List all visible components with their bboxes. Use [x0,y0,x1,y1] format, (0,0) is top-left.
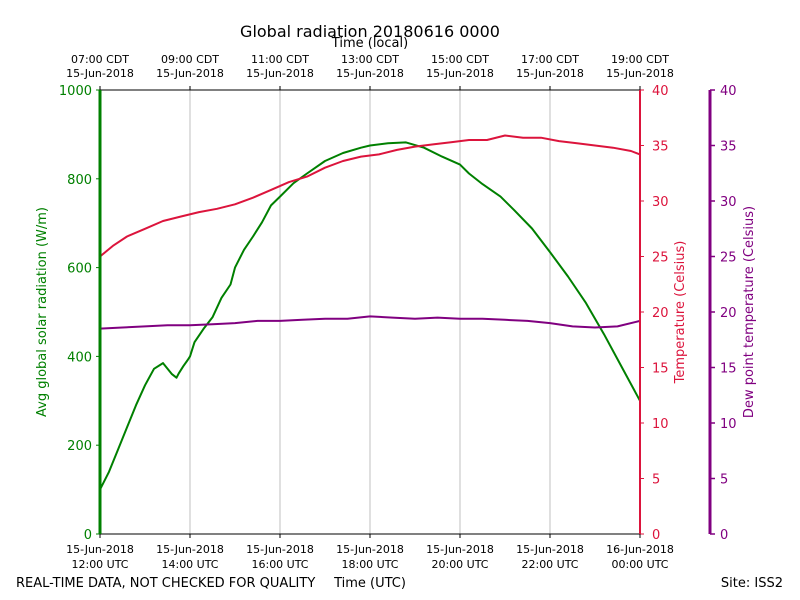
bottom-tick-time-2: 16:00 UTC [251,558,308,571]
far-right-axis-label: Dew point temperature (Celsius) [742,206,757,418]
far-right-tick-label-2: 10 [720,417,737,432]
bottom-tick-time-6: 00:00 UTC [611,558,668,571]
top-tick-time-4: 15:00 CDT [431,53,489,66]
top-tick-date-0: 15-Jun-2018 [66,67,134,80]
right-tick-label-1: 5 [652,473,660,488]
right-tick-label-5: 25 [652,251,669,266]
bottom-tick-date-4: 15-Jun-2018 [426,543,494,556]
right-tick-label-2: 10 [652,417,669,432]
bottom-tick-date-6: 16-Jun-2018 [606,543,674,556]
far-right-tick-label-5: 25 [720,251,737,266]
top-tick-time-0: 07:00 CDT [71,53,129,66]
bottom-tick-time-3: 18:00 UTC [341,558,398,571]
far-right-tick-label-7: 35 [720,140,737,155]
top-axis-label: Time (local) [331,36,408,51]
bottom-tick-date-2: 15-Jun-2018 [246,543,314,556]
quality-disclaimer: REAL-TIME DATA, NOT CHECKED FOR QUALITY [16,576,315,591]
labels-layer: Global radiation 20180616 0000 Time (loc… [16,22,783,591]
grid-layer [189,90,551,534]
right-tick-label-3: 15 [652,362,669,377]
top-tick-date-6: 15-Jun-2018 [606,67,674,80]
top-tick-time-3: 13:00 CDT [341,53,399,66]
far-right-tick-label-4: 20 [720,306,737,321]
bottom-tick-time-0: 12:00 UTC [71,558,128,571]
left-tick-label-5: 1000 [59,84,92,99]
bottom-tick-date-5: 15-Jun-2018 [516,543,584,556]
right-tick-label-7: 35 [652,140,669,155]
bottom-tick-date-3: 15-Jun-2018 [336,543,404,556]
x-axis-label: Time (UTC) [333,576,406,591]
right-axis-label: Temperature (Celsius) [673,241,688,385]
left-axis-label: Avg global solar radiation (W/m) [35,207,50,417]
left-tick-label-2: 400 [67,350,92,365]
right-tick-label-8: 40 [652,84,669,99]
far-right-tick-label-3: 15 [720,362,737,377]
right-tick-label-4: 20 [652,306,669,321]
bottom-tick-time-5: 22:00 UTC [521,558,578,571]
chart-title: Global radiation 20180616 0000 [240,22,500,41]
left-tick-label-1: 200 [67,439,92,454]
far-right-tick-label-8: 40 [720,84,737,99]
series-line-left [99,141,641,491]
bottom-tick-time-4: 20:00 UTC [431,558,488,571]
left-tick-label-3: 600 [67,262,92,277]
series-layer [99,134,641,491]
top-tick-time-1: 09:00 CDT [161,53,219,66]
top-tick-date-2: 15-Jun-2018 [246,67,314,80]
top-tick-date-3: 15-Jun-2018 [336,67,404,80]
axes-layer: 0200400600800100005101520253035400510152… [59,53,737,571]
series-line-right [99,134,641,258]
far-right-tick-label-6: 30 [720,195,737,210]
site-label: Site: ISS2 [721,576,783,591]
top-tick-time-6: 19:00 CDT [611,53,669,66]
far-right-tick-label-1: 5 [720,473,728,488]
right-tick-label-0: 0 [652,528,660,543]
bottom-tick-date-1: 15-Jun-2018 [156,543,224,556]
right-tick-label-6: 30 [652,195,669,210]
far-right-tick-label-0: 0 [720,528,728,543]
top-tick-date-1: 15-Jun-2018 [156,67,224,80]
top-tick-time-2: 11:00 CDT [251,53,309,66]
bottom-tick-date-0: 15-Jun-2018 [66,543,134,556]
top-tick-date-5: 15-Jun-2018 [516,67,584,80]
left-tick-label-4: 800 [67,173,92,188]
series-line-far_right [99,315,641,330]
bottom-tick-time-1: 14:00 UTC [161,558,218,571]
top-tick-date-4: 15-Jun-2018 [426,67,494,80]
top-tick-time-5: 17:00 CDT [521,53,579,66]
left-tick-label-0: 0 [84,528,92,543]
